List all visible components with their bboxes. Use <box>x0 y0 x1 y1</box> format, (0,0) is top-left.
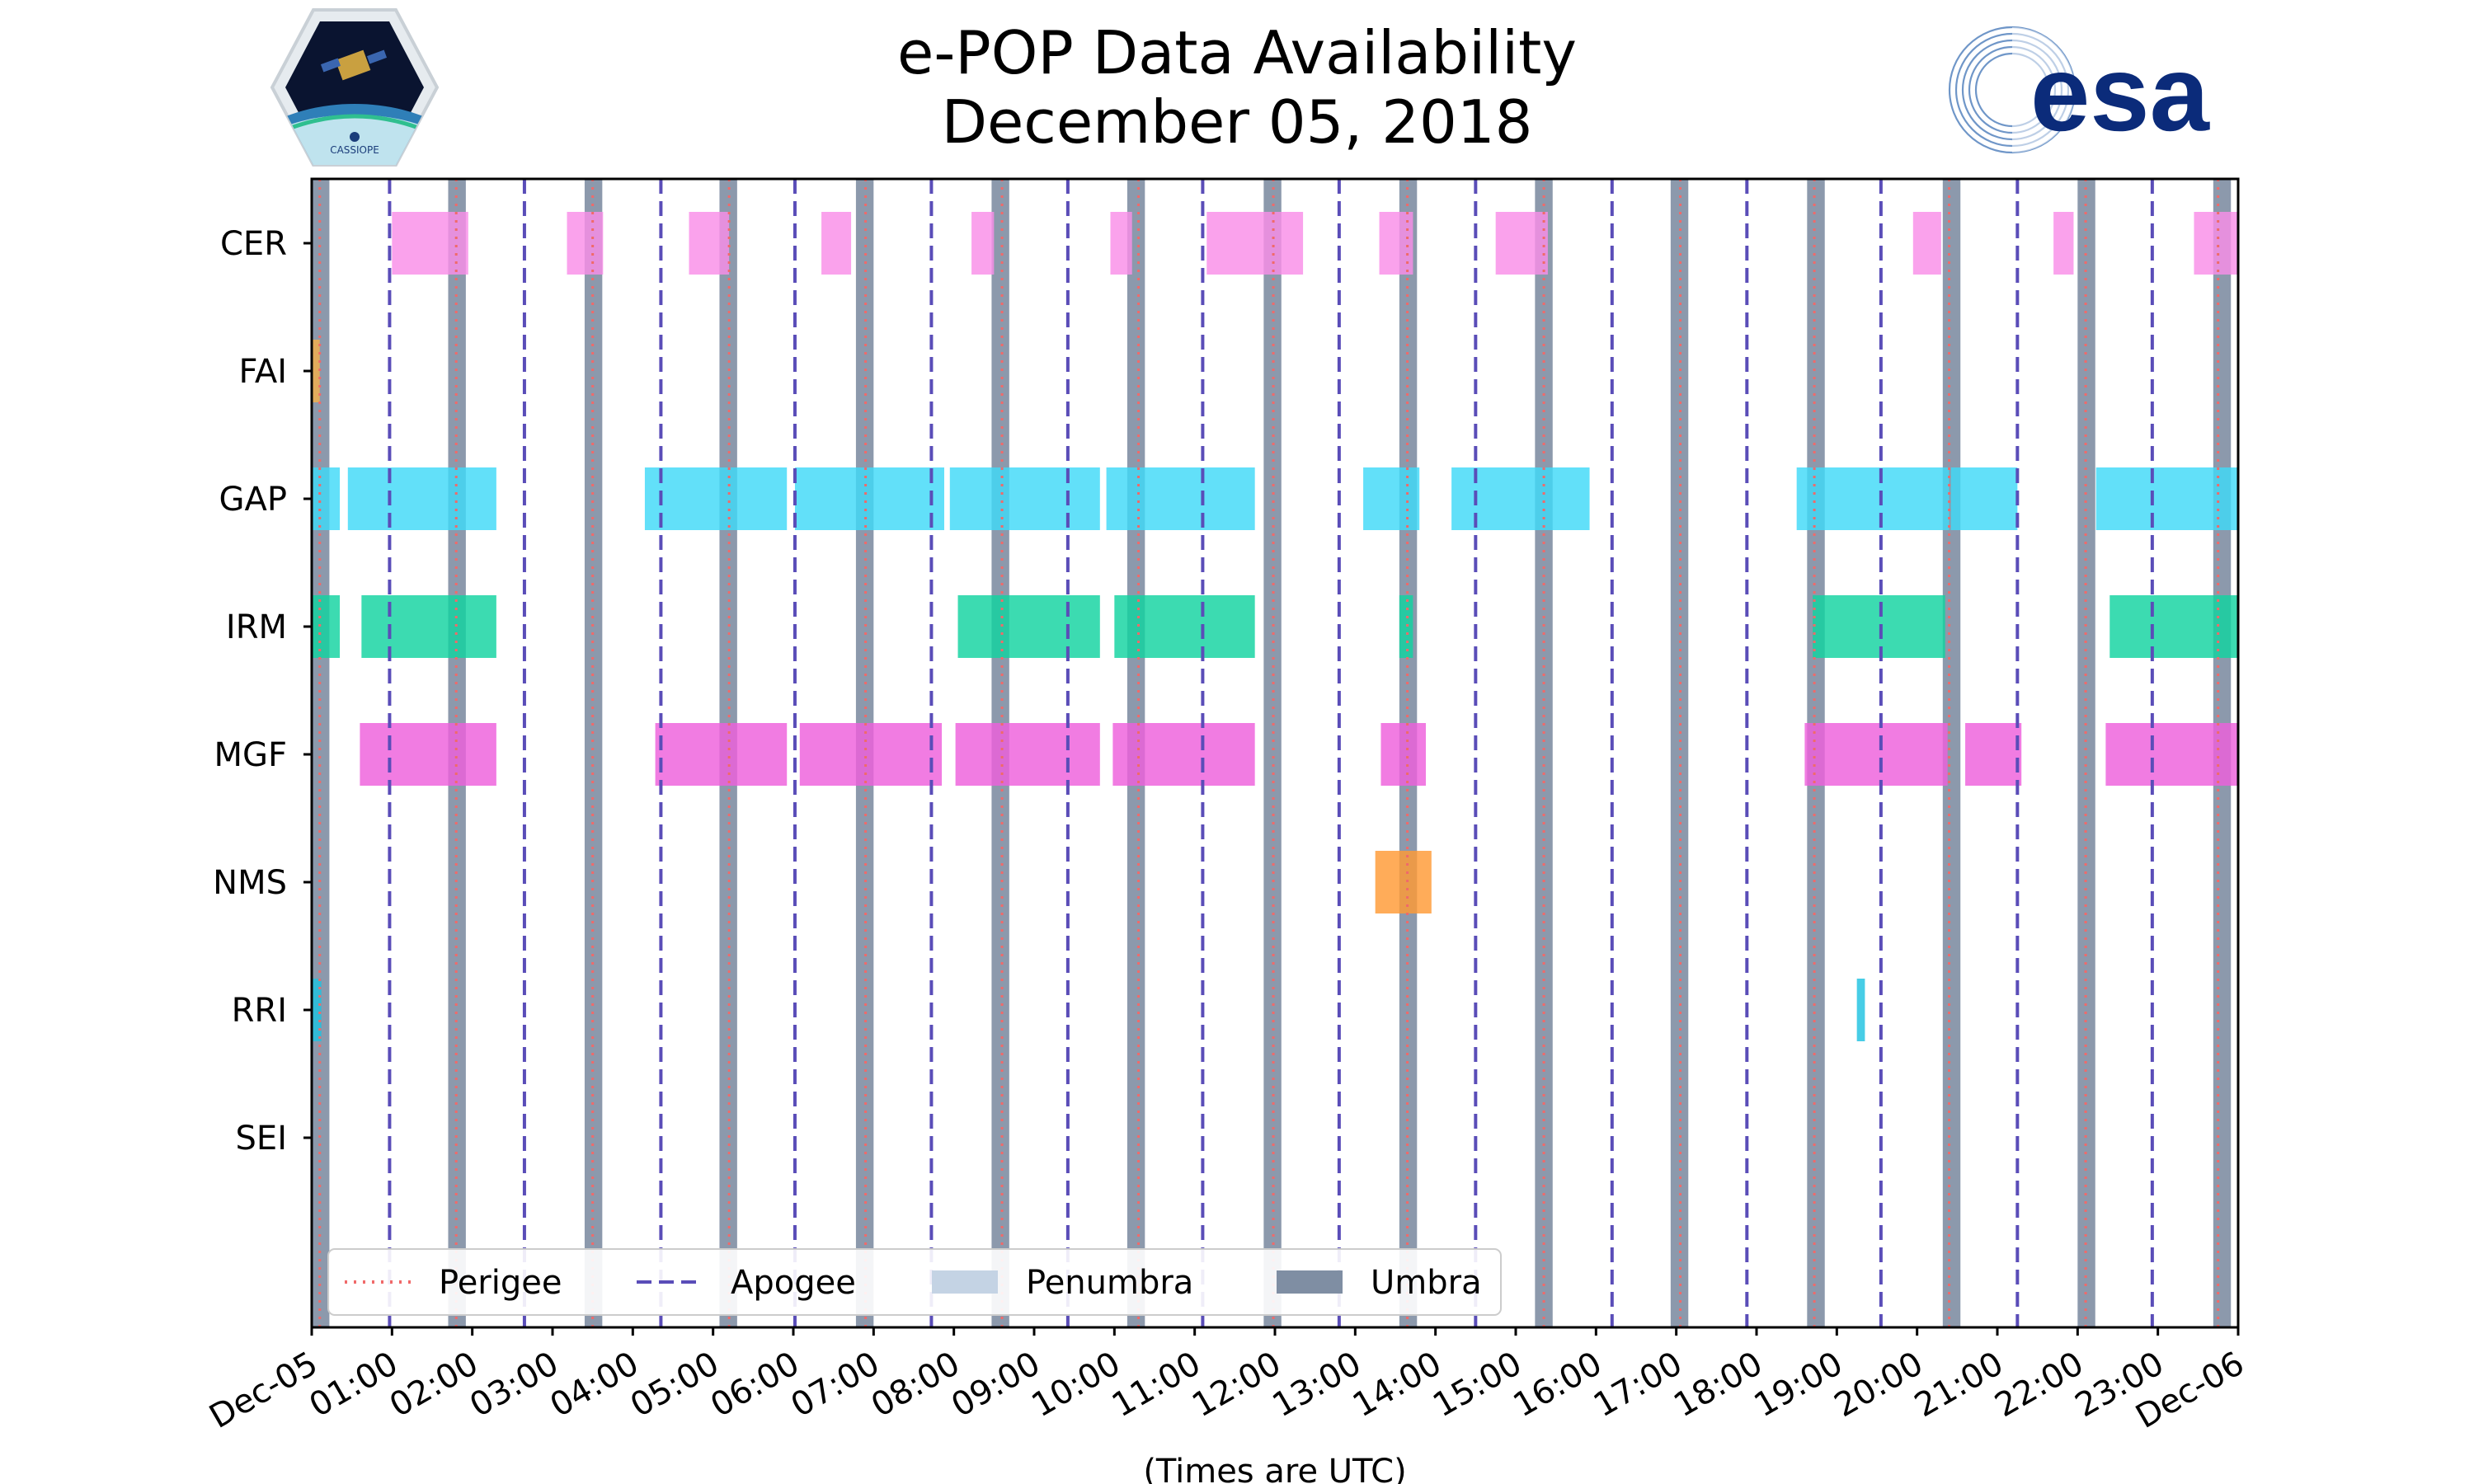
x-tick-label: 09:00 <box>945 1345 1047 1425</box>
chart-title: e-POP Data Availability December 05, 201… <box>0 18 2474 157</box>
y-tick-label: SEI <box>236 1120 287 1158</box>
segment-gap <box>794 467 944 530</box>
segment-cer <box>1206 212 1304 275</box>
x-tick-label: 01:00 <box>303 1345 404 1425</box>
legend-box <box>327 1248 1502 1316</box>
segment-gap <box>312 467 341 530</box>
legend: Perigee Apogee Penumbra Umbra <box>327 1248 1502 1316</box>
segment-irm <box>957 595 1100 658</box>
segment-rri <box>312 979 322 1041</box>
segment-cer <box>2053 212 2074 275</box>
segment-mgf <box>799 723 943 786</box>
segment-irm <box>312 595 341 658</box>
y-tick-label: FAI <box>239 353 288 391</box>
x-tick-label: 11:00 <box>1106 1345 1207 1425</box>
segment-gap <box>949 467 1100 530</box>
segment-irm <box>1114 595 1255 658</box>
segment-cer <box>1110 212 1132 275</box>
segment-irm <box>2109 595 2238 658</box>
segment-cer <box>1912 212 1941 275</box>
esa-logo-text: esa <box>2030 33 2211 153</box>
x-tick-label: 12:00 <box>1186 1345 1287 1425</box>
legend-label: Perigee <box>439 1264 562 1302</box>
x-tick-label: 22:00 <box>1988 1345 2090 1425</box>
segment-irm <box>1813 595 1945 658</box>
cassiope-logo: CASSIOPE <box>270 8 440 167</box>
y-tick-label: GAP <box>219 481 287 519</box>
segment-gap <box>347 467 496 530</box>
x-axis-label: (Times are UTC) <box>1143 1453 1406 1484</box>
segment-gap <box>1106 467 1255 530</box>
umbra-band <box>2077 179 2095 1327</box>
segment-cer <box>1495 212 1548 275</box>
cassiope-logo-text: CASSIOPE <box>330 144 379 156</box>
y-tick-label: IRM <box>226 608 287 646</box>
x-tick-label: 19:00 <box>1747 1345 1849 1425</box>
segment-cer <box>821 212 852 275</box>
segment-mgf <box>655 723 788 786</box>
y-tick-label: NMS <box>213 864 287 902</box>
segment-cer <box>2194 212 2238 275</box>
segment-cer <box>567 212 604 275</box>
legend-umbra-swatch <box>1277 1270 1343 1294</box>
x-tick-label: 02:00 <box>383 1345 485 1425</box>
segment-gap <box>1451 467 1590 530</box>
segment-gap <box>644 467 788 530</box>
segment-mgf <box>2105 723 2238 786</box>
segment-mgf <box>955 723 1100 786</box>
legend-label: Apogee <box>731 1264 856 1302</box>
segment-irm <box>361 595 496 658</box>
y-tick-label: RRI <box>232 992 287 1030</box>
x-tick-label: 16:00 <box>1507 1345 1608 1425</box>
chart-title-line1: e-POP Data Availability <box>897 18 1577 87</box>
umbra-band <box>1942 179 1961 1327</box>
segment-nms <box>1375 851 1432 913</box>
segment-gap <box>1363 467 1420 530</box>
x-tick-label: 14:00 <box>1347 1345 1448 1425</box>
legend-label: Umbra <box>1371 1264 1482 1302</box>
x-tick-label: 08:00 <box>865 1345 967 1425</box>
umbra-band <box>1535 179 1553 1327</box>
umbra-band <box>1670 179 1689 1327</box>
x-tick-label: 05:00 <box>624 1345 726 1425</box>
segment-fai <box>312 340 320 402</box>
x-tick-label: 13:00 <box>1266 1345 1367 1425</box>
segment-cer <box>971 212 995 275</box>
legend-penumbra-swatch <box>932 1270 998 1294</box>
segment-rri <box>1856 979 1865 1041</box>
segment-mgf <box>360 723 496 786</box>
umbra-band <box>584 179 603 1327</box>
x-tick-label: 10:00 <box>1025 1345 1126 1425</box>
x-tick-label: 03:00 <box>463 1345 565 1425</box>
esa-logo: esa <box>1948 26 2211 154</box>
segment-gap <box>1796 467 1950 530</box>
x-tick-label: 04:00 <box>543 1345 645 1425</box>
x-tick-label: 18:00 <box>1667 1345 1769 1425</box>
segment-cer <box>689 212 730 275</box>
chart-title-line2: December 05, 2018 <box>941 87 1533 157</box>
umbra-band <box>1263 179 1282 1327</box>
segment-mgf <box>1380 723 1426 786</box>
x-tick-label: 06:00 <box>704 1345 806 1425</box>
x-tick-label: 20:00 <box>1828 1345 1930 1425</box>
x-tick-label: 17:00 <box>1587 1345 1689 1425</box>
legend-label: Penumbra <box>1026 1264 1193 1302</box>
x-tick-label: 21:00 <box>1908 1345 2010 1425</box>
x-tick-label: 07:00 <box>784 1345 886 1425</box>
segment-gap <box>2095 467 2238 530</box>
y-tick-label: CER <box>220 225 287 263</box>
segment-mgf <box>1804 723 1948 786</box>
y-tick-label: MGF <box>214 736 287 774</box>
segment-mgf <box>1965 723 2022 786</box>
segment-mgf <box>1112 723 1255 786</box>
segment-gap <box>1950 467 2018 530</box>
x-tick-label: 15:00 <box>1427 1345 1528 1425</box>
